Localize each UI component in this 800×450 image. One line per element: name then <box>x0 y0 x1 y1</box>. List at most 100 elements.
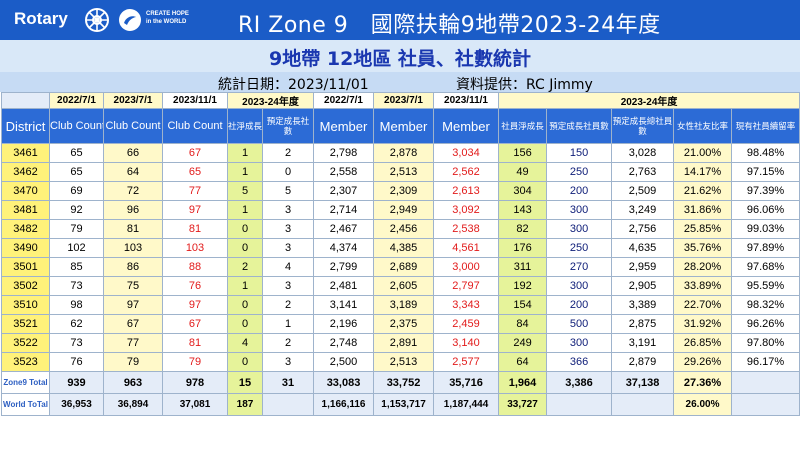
header-date: 2022/7/1 <box>313 92 375 109</box>
table-cell: 69 <box>49 181 104 201</box>
table-cell: 192 <box>498 276 548 296</box>
table-cell: 2,309 <box>373 181 435 201</box>
table-cell: 2 <box>261 295 315 315</box>
table-cell: 4,374 <box>313 238 375 258</box>
table-cell: 176 <box>498 238 548 258</box>
table-cell: 67 <box>162 314 228 334</box>
header-row-dates: 2022/7/1 2023/7/1 2023/11/1 2023-24年度 2022/7… <box>1 92 800 109</box>
total-cell <box>611 393 675 416</box>
table-cell: 73 <box>49 333 104 353</box>
table-cell: 300 <box>546 333 613 353</box>
table-cell: 2,375 <box>373 314 435 334</box>
table-row: 3490 102 103 103 0 3 4,374 4,385 4,561 176 250 4,63… <box>1 238 800 258</box>
table-row: 3461 65 66 67 1 2 2,798 2,878 3,034 156 150 3,028 21… <box>1 143 800 163</box>
table-cell: 85 <box>49 257 104 277</box>
table-cell: 366 <box>546 352 613 372</box>
column-header: Club Count <box>49 108 104 144</box>
table-cell: 2,613 <box>433 181 500 201</box>
table-cell: 154 <box>498 295 548 315</box>
table-cell: 96.06% <box>731 200 800 220</box>
table-cell: 65 <box>49 143 104 163</box>
table-cell: 65 <box>162 162 228 182</box>
header-date: 2023/7/1 <box>373 92 435 109</box>
table-cell: 76 <box>49 352 104 372</box>
table-cell: 96.26% <box>731 314 800 334</box>
table-cell: 2,481 <box>313 276 375 296</box>
table-cell: 200 <box>546 181 613 201</box>
header-date: 2023/11/1 <box>433 92 500 109</box>
header-date: 2023/7/1 <box>103 92 163 109</box>
total-cell: 1,187,444 <box>433 393 500 416</box>
table-cell: 67 <box>162 143 228 163</box>
district-cell: 3482 <box>1 219 50 239</box>
table-cell: 97.39% <box>731 181 800 201</box>
table-cell: 2,891 <box>373 333 435 353</box>
table-cell: 82 <box>498 219 548 239</box>
table-cell: 0 <box>227 238 263 258</box>
table-cell: 3,343 <box>433 295 500 315</box>
table-cell: 81 <box>162 333 228 353</box>
table-cell: 2,577 <box>433 352 500 372</box>
table-cell: 79 <box>49 219 104 239</box>
table-cell: 5 <box>227 181 263 201</box>
table-cell: 31.86% <box>673 200 733 220</box>
table-cell: 3 <box>261 200 315 220</box>
table-cell: 21.00% <box>673 143 733 163</box>
table-cell: 103 <box>103 238 163 258</box>
create-hope-text: CREATE HOPE in the WORLD <box>146 11 189 25</box>
table-cell: 98.48% <box>731 143 800 163</box>
table-cell: 86 <box>103 257 163 277</box>
table-cell: 62 <box>49 314 104 334</box>
total-cell: 37,138 <box>611 371 675 394</box>
table-cell: 35.76% <box>673 238 733 258</box>
table-cell: 65 <box>49 162 104 182</box>
table-cell: 2,509 <box>611 181 675 201</box>
table-cell: 150 <box>546 143 613 163</box>
table-cell: 2,905 <box>611 276 675 296</box>
table-cell: 84 <box>498 314 548 334</box>
table-cell: 81 <box>103 219 163 239</box>
table-cell: 2 <box>261 143 315 163</box>
table-cell: 270 <box>546 257 613 277</box>
table-cell: 2,456 <box>373 219 435 239</box>
table-cell: 79 <box>162 352 228 372</box>
zone-total-label: Zone9 Total <box>1 371 50 394</box>
table-cell: 95.59% <box>731 276 800 296</box>
district-cell: 3470 <box>1 181 50 201</box>
table-cell: 97 <box>103 295 163 315</box>
column-header: 預定成長總社員數 <box>611 108 675 144</box>
table-cell: 3,140 <box>433 333 500 353</box>
table-cell: 5 <box>261 181 315 201</box>
total-cell: 35,716 <box>433 371 500 394</box>
table-cell: 2,714 <box>313 200 375 220</box>
table-cell: 3,092 <box>433 200 500 220</box>
table-cell: 4,561 <box>433 238 500 258</box>
table-cell: 0 <box>227 219 263 239</box>
world-total-row: World ToTal 36,953 36,894 37,081 187 1,166,11… <box>1 393 800 416</box>
table-cell: 103 <box>162 238 228 258</box>
table-row: 3482 79 81 81 0 3 2,467 2,456 2,538 82 300 2,756 25.… <box>1 219 800 239</box>
table-cell: 300 <box>546 200 613 220</box>
table-cell: 66 <box>103 143 163 163</box>
table-cell: 3,028 <box>611 143 675 163</box>
table-row: 3510 98 97 97 0 2 3,141 3,189 3,343 154 200 3,389 22… <box>1 295 800 315</box>
column-header: Member <box>313 108 375 144</box>
table-cell: 200 <box>546 295 613 315</box>
table-cell: 21.62% <box>673 181 733 201</box>
column-header: Member <box>433 108 500 144</box>
table-cell: 72 <box>103 181 163 201</box>
total-cell: 37,081 <box>162 393 228 416</box>
table-cell: 2,879 <box>611 352 675 372</box>
table-cell: 64 <box>103 162 163 182</box>
table-cell: 2,307 <box>313 181 375 201</box>
district-cell: 3502 <box>1 276 50 296</box>
table-cell: 143 <box>498 200 548 220</box>
total-cell <box>731 371 800 394</box>
table-row: 3481 92 96 97 1 3 2,714 2,949 3,092 143 300 3,249 31… <box>1 200 800 220</box>
header-row-columns: District Club Count Club Count Club Count 社淨… <box>1 108 800 144</box>
table-cell: 2 <box>261 333 315 353</box>
table-cell: 0 <box>227 352 263 372</box>
total-cell <box>546 393 613 416</box>
stats-table: 2022/7/1 2023/7/1 2023/11/1 2023-24年度 2022/7… <box>1 92 800 416</box>
district-cell: 3490 <box>1 238 50 258</box>
